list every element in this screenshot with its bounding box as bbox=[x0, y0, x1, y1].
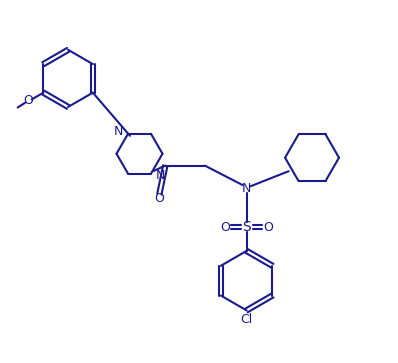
Text: O: O bbox=[263, 221, 273, 234]
Text: O: O bbox=[154, 192, 164, 205]
Text: N: N bbox=[113, 125, 123, 138]
Text: N: N bbox=[156, 169, 166, 182]
Text: S: S bbox=[242, 220, 251, 234]
Text: O: O bbox=[220, 221, 230, 234]
Text: O: O bbox=[23, 94, 33, 107]
Text: N: N bbox=[242, 182, 251, 195]
Text: Cl: Cl bbox=[240, 313, 253, 326]
